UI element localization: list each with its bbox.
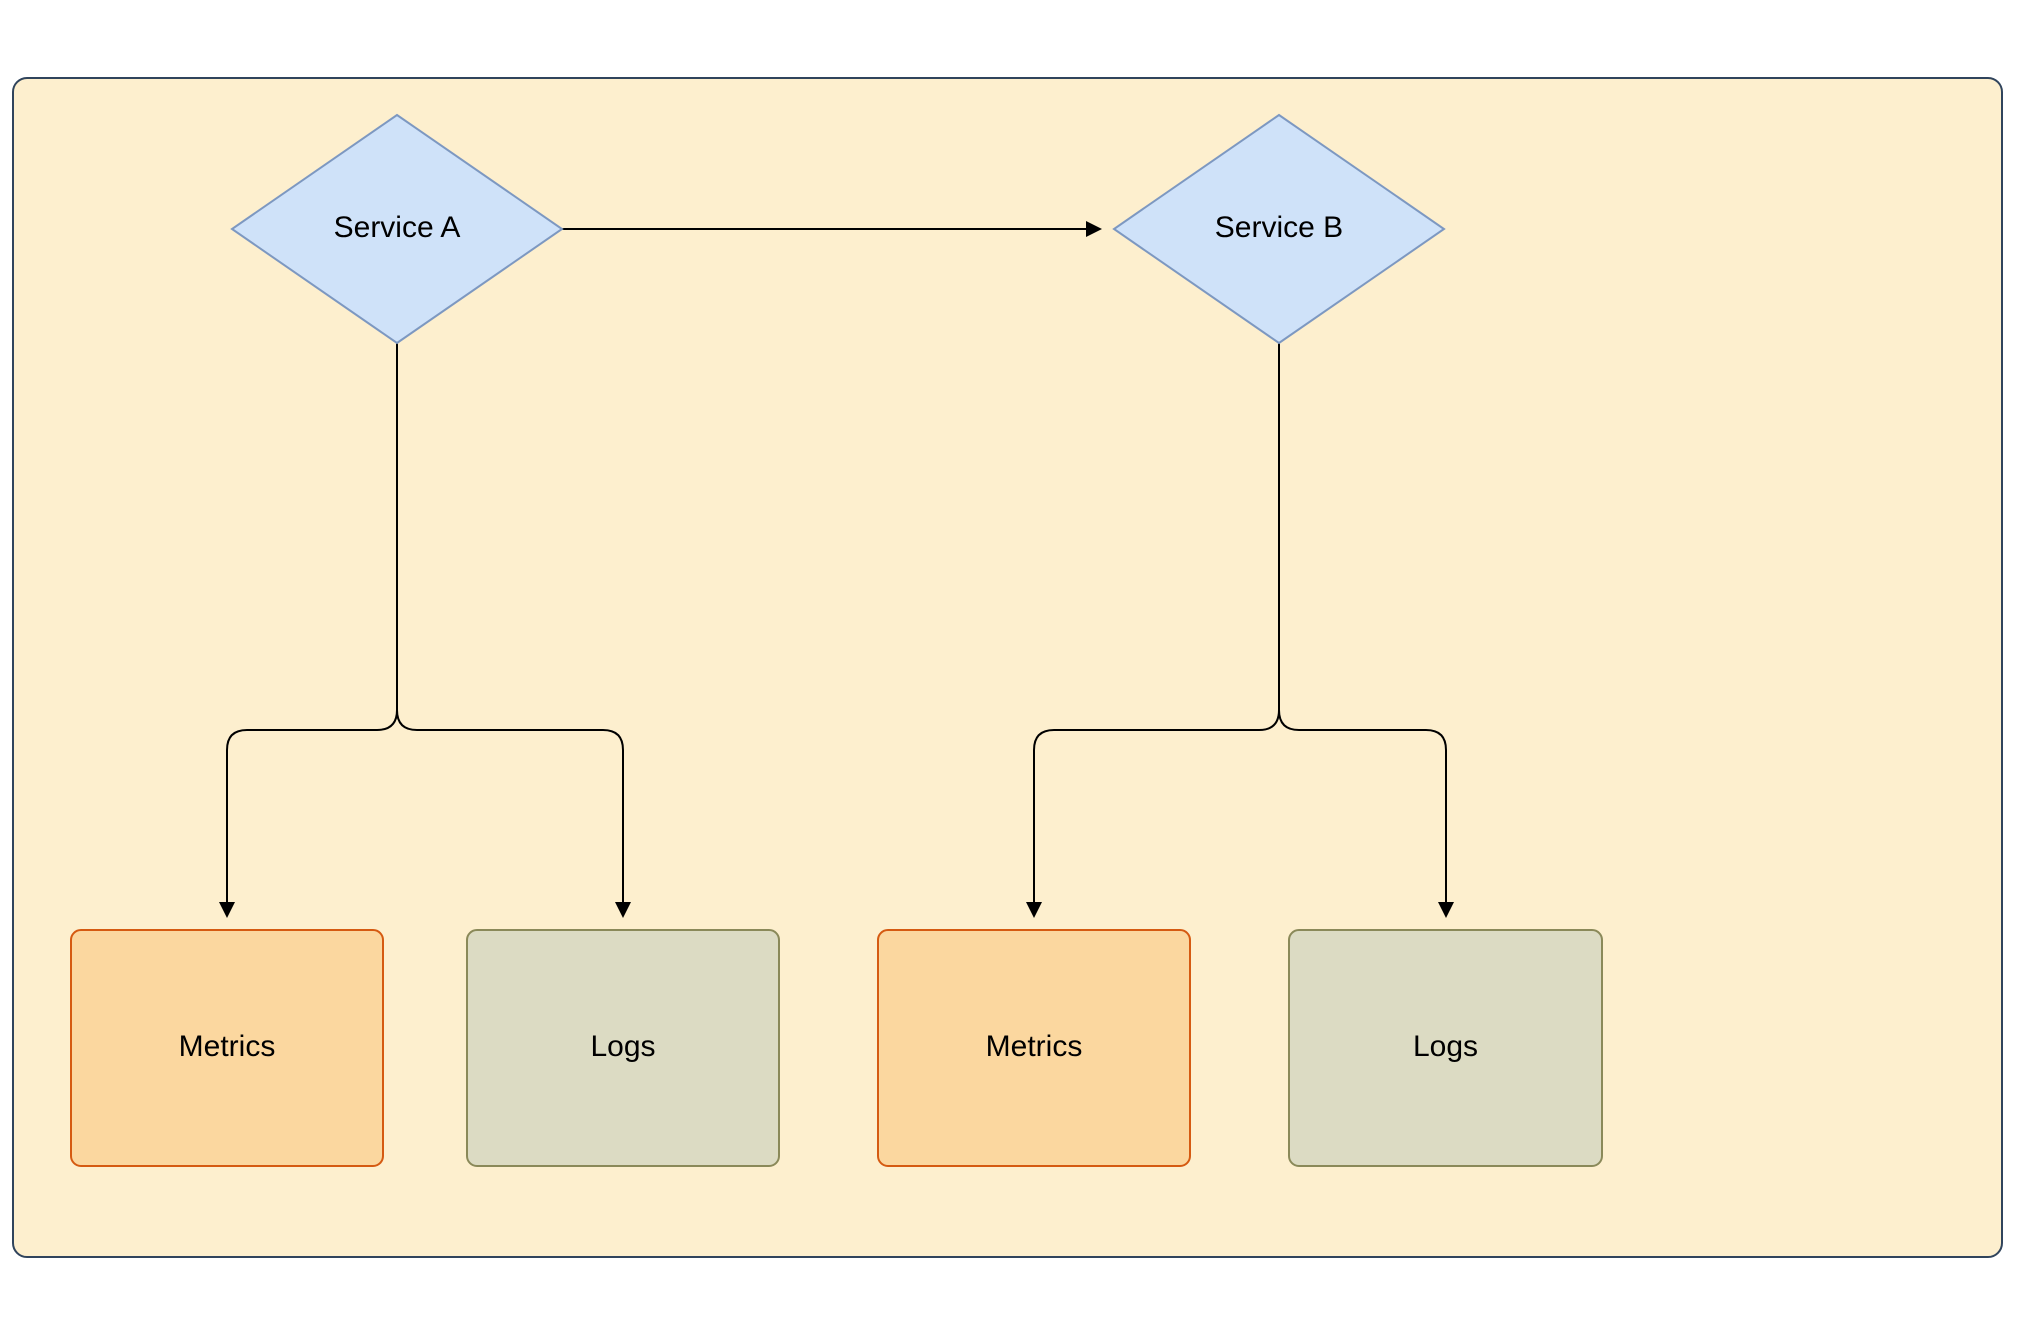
node-label-metrics_b: Metrics	[986, 1030, 1083, 1063]
node-logs_b: Logs	[1289, 930, 1602, 1166]
node-label-metrics_a: Metrics	[179, 1030, 276, 1063]
node-label-logs_b: Logs	[1413, 1030, 1478, 1063]
node-label-service_a: Service A	[334, 211, 461, 244]
node-label-logs_a: Logs	[590, 1030, 655, 1063]
node-metrics_b: Metrics	[878, 930, 1190, 1166]
diagram-canvas: Service A Service B Metrics Logs Metrics Logs	[0, 0, 2019, 1341]
node-metrics_a: Metrics	[71, 930, 383, 1166]
node-label-service_b: Service B	[1215, 211, 1343, 244]
node-logs_a: Logs	[467, 930, 779, 1166]
